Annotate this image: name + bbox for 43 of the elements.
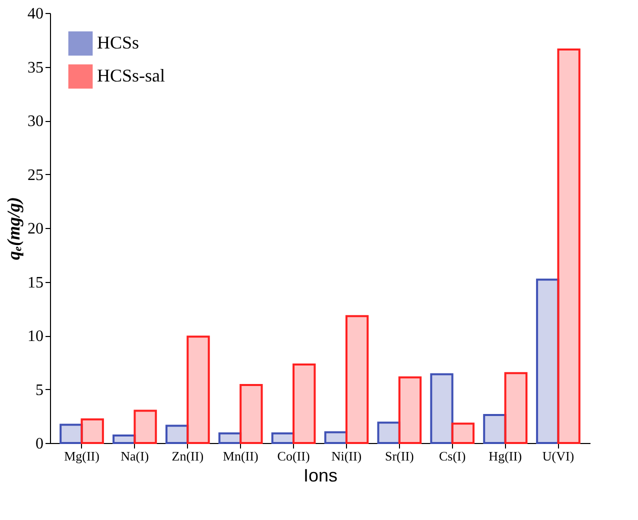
bar	[536, 278, 560, 444]
y-tick-label: 35	[28, 59, 44, 76]
bar	[430, 373, 454, 444]
y-tick-label: 10	[28, 328, 44, 345]
bar	[324, 431, 348, 444]
bar	[377, 422, 400, 444]
bar	[398, 376, 422, 444]
bar	[80, 418, 104, 444]
legend-label: HCSs-sal	[97, 66, 166, 86]
legend-label: HCSs	[97, 32, 140, 52]
bar	[218, 432, 242, 444]
y-tick-label: 20	[28, 220, 44, 238]
bar	[345, 315, 369, 444]
bar	[240, 384, 263, 444]
x-axis-title: Ions	[303, 466, 338, 486]
y-tick-label: 25	[28, 166, 44, 184]
bar	[557, 48, 580, 444]
bar	[60, 424, 83, 444]
x-tick-label: U(VI)	[542, 448, 574, 464]
bar	[134, 410, 157, 444]
y-tick-label: 30	[28, 113, 44, 130]
bar	[186, 336, 210, 444]
bar	[271, 432, 295, 444]
x-tick-label: Hg(II)	[488, 448, 522, 464]
x-tick-label: Ni(II)	[331, 448, 362, 464]
y-tick-label: 5	[36, 382, 44, 399]
y-axis-title: qₑ(mg/g)	[4, 197, 24, 260]
x-tick-label: Na(I)	[120, 448, 149, 464]
x-tick-label: Zn(II)	[172, 448, 204, 464]
bar	[165, 424, 189, 444]
x-tick-label: Mg(II)	[64, 448, 100, 464]
bar	[451, 422, 475, 444]
bar	[483, 414, 506, 444]
x-tick-label: Co(II)	[277, 448, 310, 464]
y-tick-label: 15	[28, 274, 44, 292]
x-tick-label: Sr(II)	[384, 448, 414, 464]
y-tick-label: 0	[36, 436, 44, 452]
y-tick-label: 40	[28, 6, 44, 22]
bar	[292, 364, 316, 444]
bar	[112, 434, 136, 444]
x-tick-label: Cs(I)	[438, 448, 466, 464]
x-tick-label: Mn(II)	[222, 448, 258, 464]
bar	[504, 372, 528, 444]
